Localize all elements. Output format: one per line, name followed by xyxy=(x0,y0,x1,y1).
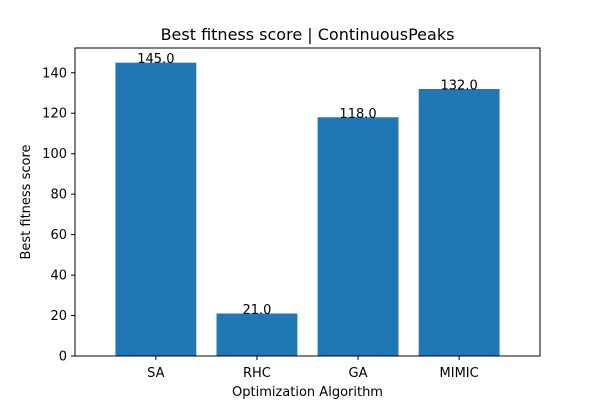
chart-title: Best fitness score | ContinuousPeaks xyxy=(161,25,455,44)
data-label-ga: 118.0 xyxy=(339,107,376,122)
y-axis: 0 20 40 60 80 100 120 140 xyxy=(42,66,75,365)
plot-frame xyxy=(74,47,541,357)
data-label-rhc: 21.0 xyxy=(242,303,271,318)
x-tick-label-sa: SA xyxy=(147,366,164,381)
bar-mimic xyxy=(418,88,500,356)
y-tick-label-0: 0 xyxy=(59,350,67,365)
y-tick-label-100: 100 xyxy=(42,147,67,162)
x-axis: SA RHC GA MIMIC xyxy=(147,356,479,381)
data-label-mimic: 132.0 xyxy=(441,78,478,93)
y-tick-label-20: 20 xyxy=(50,309,67,324)
y-tick-label-140: 140 xyxy=(42,66,67,81)
y-tick-label-80: 80 xyxy=(50,188,67,203)
x-tick-label-rhc: RHC xyxy=(243,366,271,381)
y-tick-label-120: 120 xyxy=(42,107,67,122)
y-tick-label-60: 60 xyxy=(50,228,67,243)
y-tick-label-40: 40 xyxy=(50,269,67,284)
bar-sa xyxy=(115,62,197,357)
bar-ga xyxy=(317,117,399,356)
x-axis-label: Optimization Algorithm xyxy=(232,385,383,400)
x-tick-label-ga: GA xyxy=(349,366,368,381)
bars-group xyxy=(115,62,500,357)
bar-rhc xyxy=(216,313,298,356)
y-axis-label: Best fitness score xyxy=(19,144,34,259)
data-label-sa: 145.0 xyxy=(137,52,174,67)
x-tick-label-mimic: MIMIC xyxy=(440,366,479,381)
data-labels-group: 145.0 21.0 118.0 132.0 xyxy=(137,52,477,318)
